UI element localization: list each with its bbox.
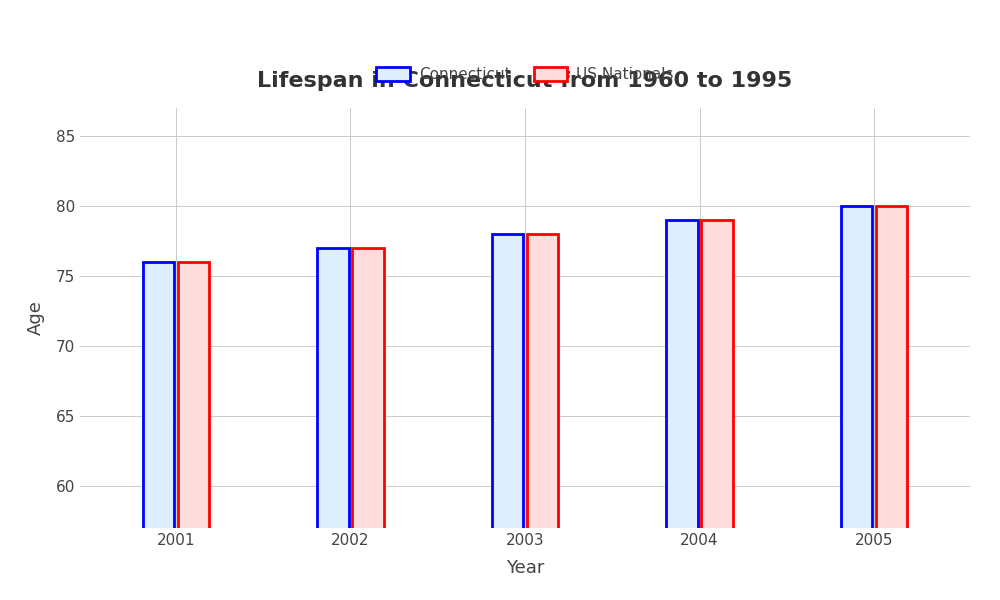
Legend: Connecticut, US Nationals: Connecticut, US Nationals [370,61,680,88]
Bar [876,206,907,600]
Bar [841,206,872,600]
Bar [317,248,349,600]
Bar [527,234,558,600]
X-axis label: Year: Year [506,559,544,577]
Bar [492,234,523,600]
Bar [143,262,174,600]
Bar [178,262,209,600]
Bar [701,220,733,600]
Title: Lifespan in Connecticut from 1960 to 1995: Lifespan in Connecticut from 1960 to 199… [257,71,793,91]
Y-axis label: Age: Age [27,301,45,335]
Bar [352,248,384,600]
Bar [666,220,698,600]
